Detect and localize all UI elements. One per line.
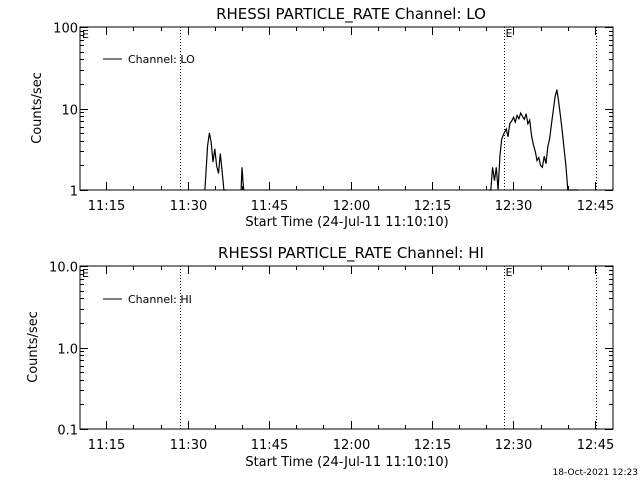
lo-axis-ticks: 11:15 11:30 11:45 12:00 12:15 12:30 12:45 1 10 10…	[53, 22, 614, 215]
lo-chart-title: RHESSI PARTICLE_RATE Channel: LO	[216, 5, 486, 24]
lo-plot-frame	[79, 26, 614, 191]
hi-marker-lines: E	[180, 266, 597, 429]
hi-legend-label: Channel: HI	[128, 293, 192, 306]
hi-x-tick-label: 12:15	[414, 438, 451, 453]
hi-y-tick-label: 10.0	[49, 261, 78, 276]
footer-timestamp: 18-Oct-2021 12:23	[553, 468, 638, 478]
lo-y-tick-label: 1	[70, 185, 78, 200]
lo-x-tick-label: 11:45	[251, 199, 288, 214]
hi-chart-title: RHESSI PARTICLE_RATE Channel: HI	[218, 244, 484, 263]
lo-x-tick-label: 11:30	[170, 199, 207, 214]
lo-marker-lines: E	[180, 27, 597, 190]
lo-x-tick-label: 12:00	[333, 199, 370, 214]
lo-series-line	[489, 89, 579, 191]
hi-y-tick-label: 1.0	[57, 343, 78, 358]
lo-y-tick-label: 10	[61, 104, 78, 119]
lo-y-axis-label: Counts/sec	[30, 72, 45, 144]
hi-channel-panel: RHESSI PARTICLE_RATE Channel: HI Counts/…	[26, 244, 614, 470]
hi-x-tick-label: 12:00	[333, 438, 370, 453]
lo-series-line	[240, 167, 245, 191]
lo-x-tick-label: 11:15	[88, 199, 125, 214]
lo-x-tick-label: 12:30	[495, 199, 532, 214]
hi-axis-ticks: 11:15 11:30 11:45 12:00 12:15 12:30 12:45 0.1 1.…	[49, 261, 614, 454]
hi-y-axis-label: Counts/sec	[26, 311, 41, 383]
lo-x-axis-label: Start Time (24-Jul-11 11:10:10)	[245, 215, 448, 230]
hi-x-tick-label: 11:45	[251, 438, 288, 453]
lo-corner-label: E	[82, 28, 89, 41]
hi-marker-label: E	[506, 266, 513, 279]
lo-legend-label: Channel: LO	[128, 53, 195, 66]
hi-x-tick-label: 11:30	[170, 438, 207, 453]
hi-corner-label: E	[82, 267, 89, 280]
lo-marker-label: E	[506, 27, 513, 40]
lo-series-line	[204, 132, 226, 191]
lo-x-tick-label: 12:45	[577, 199, 614, 214]
hi-x-tick-label: 12:30	[495, 438, 532, 453]
hi-y-tick-label: 0.1	[57, 424, 78, 439]
hi-x-tick-label: 11:15	[88, 438, 125, 453]
hi-plot-frame	[79, 265, 614, 430]
hi-x-tick-label: 12:45	[577, 438, 614, 453]
lo-channel-panel: RHESSI PARTICLE_RATE Channel: LO Counts/…	[30, 5, 614, 230]
lo-x-tick-label: 12:15	[414, 199, 451, 214]
hi-x-axis-label: Start Time (24-Jul-11 11:10:10)	[245, 455, 448, 470]
lo-series-group	[204, 89, 579, 191]
lo-y-tick-label: 100	[53, 22, 78, 37]
